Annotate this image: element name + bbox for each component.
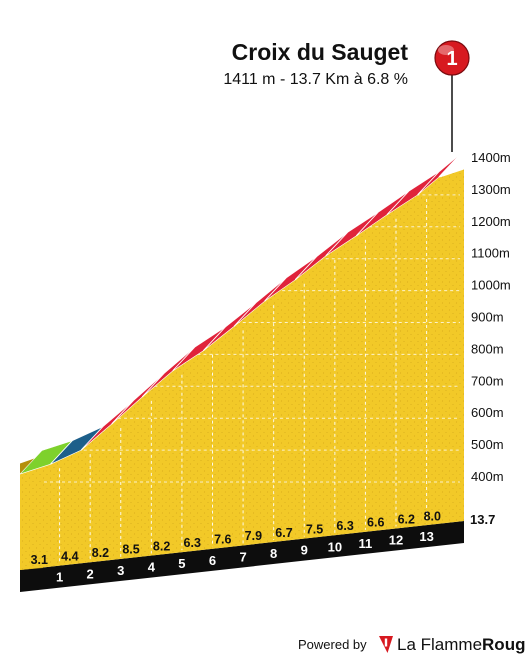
brand-name-suffix: Rouge [482,635,525,654]
chart-title: Croix du Sauget [232,39,409,65]
km-label: 5 [178,556,185,571]
gradient-label: 6.7 [275,526,292,540]
km-label: 11 [359,536,373,551]
km-label: 6 [209,553,216,568]
gradient-label: 7.6 [214,533,231,547]
gradient-label: 8.0 [424,509,441,523]
y-tick-label: 500m [471,437,504,452]
y-tick-label: 1200m [471,214,511,229]
gradient-band-divider [438,153,462,178]
gradient-label: 8.2 [153,539,170,553]
summit-marker-number: 1 [446,48,457,70]
gradient-label: 8.5 [122,543,139,557]
total-distance-label: 13.7 [470,512,495,527]
km-label: 7 [239,549,246,564]
profile-gridlines [44,162,460,564]
km-label: 1 [56,570,63,585]
km-label: 3 [117,563,124,578]
km-label: 13 [419,529,433,544]
gradient-label: 8.2 [92,546,109,560]
profile-area [20,169,464,570]
y-tick-label: 600m [471,405,504,420]
gradient-label: 6.6 [367,516,384,530]
y-tick-label: 1300m [471,182,511,197]
brand-name: La FlammeRouge [397,635,525,654]
base-strip [20,521,464,592]
summit-marker-badge [434,40,470,76]
y-tick-label: 1400m [471,150,511,165]
powered-by-footer: Powered by La FlammeRouge [298,635,525,654]
y-tick-label: 700m [471,373,504,388]
km-label: 9 [301,543,308,558]
km-label: 4 [148,560,156,575]
summit-marker: 1 [434,40,470,152]
gradient-label: 4.4 [61,549,78,563]
profile-area-texture [20,169,464,570]
powered-by-text: Powered by [298,637,367,652]
summit-marker-shine [438,45,454,55]
gradient-labels: 3.1 4.4 8.2 8.5 8.2 6.3 7.6 7.9 6.7 7.5 6.3 6.6 6.2 8… [31,509,441,566]
chart-subtitle: 1411 m - 13.7 Km à 6.8 % [223,71,408,88]
gradient-band [18,153,462,475]
y-tick-label: 400m [471,469,504,484]
y-tick-label: 900m [471,310,504,325]
y-axis-ticks: 400m 500m 600m 700m 800m 900m 1000m 1100m 1200m 1… [471,150,511,484]
gradient-label: 6.3 [336,519,353,533]
gradient-label: 6.3 [184,536,201,550]
km-label: 10 [328,539,342,554]
gradient-label: 6.2 [398,512,415,526]
y-tick-label: 1000m [471,278,511,293]
gradient-label: 7.5 [306,522,323,536]
gradient-label: 3.1 [31,553,48,567]
km-label: 2 [87,566,94,581]
y-tick-label: 800m [471,341,504,356]
gradient-label: 7.9 [245,529,262,543]
km-label: 8 [270,546,277,561]
flame-logo-icon [379,636,393,653]
y-tick-label: 1100m [471,246,510,261]
km-label: 12 [389,533,403,548]
brand-name-prefix: La Flamme [397,635,482,654]
